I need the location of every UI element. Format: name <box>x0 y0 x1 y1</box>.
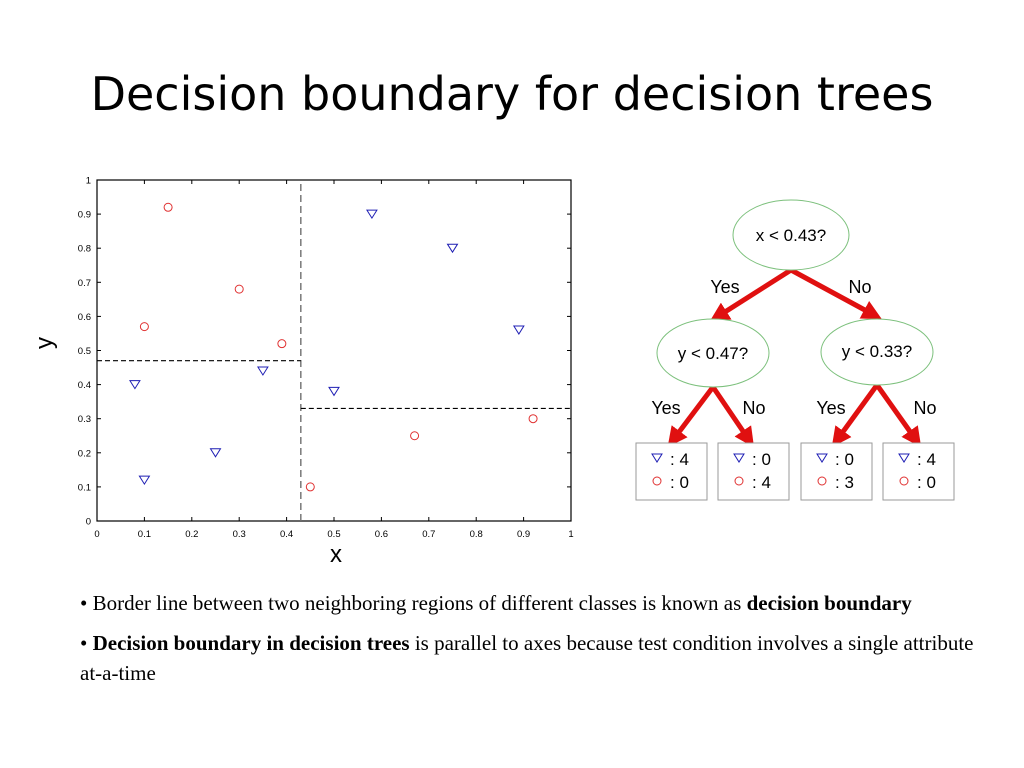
leaf-box <box>717 442 790 501</box>
y-tick-label: 0.6 <box>78 312 91 323</box>
edge-label-right-yes: Yes <box>816 398 845 418</box>
tree-edge-right-yes <box>831 383 880 448</box>
leaf-triangle-count: : 0 <box>835 450 854 469</box>
x-tick-label: 1 <box>568 529 573 540</box>
triangle-point <box>328 386 340 397</box>
triangle-point <box>446 243 459 254</box>
root-node <box>732 199 850 271</box>
x-tick-label: 0.4 <box>280 529 293 540</box>
edge-label-left-no: No <box>742 398 765 418</box>
x-tick-label: 0.3 <box>233 529 246 540</box>
bullet-2: • Decision boundary in decision trees is… <box>80 631 974 685</box>
y-tick-label: 0.2 <box>78 448 91 459</box>
y-tick-label: 1 <box>86 176 91 187</box>
decision-tree: x < 0.43? y < 0.47? y < 0.33? Yes No Yes… <box>635 199 955 501</box>
bullet-2-bold: Decision boundary in decision trees <box>92 631 410 655</box>
y-axis-label: y <box>31 337 58 349</box>
y-tick-label: 0.9 <box>78 210 91 221</box>
x-tick-label: 0.8 <box>470 529 483 540</box>
circle-point <box>410 431 420 441</box>
tree-edge-root-left <box>709 267 793 322</box>
y-tick-label: 0.1 <box>78 482 91 493</box>
bullet-1-bold: decision boundary <box>746 591 912 615</box>
x-tick-label: 0.6 <box>375 529 388 540</box>
circle-icon <box>734 476 744 486</box>
y-tick-label: 0.7 <box>78 278 91 289</box>
leaf-node-2: : 0: 4 <box>717 442 790 501</box>
bullet-2-text: is parallel to axes because test conditi… <box>80 631 974 685</box>
edge-label-root-no: No <box>848 277 871 297</box>
left-node <box>656 318 770 388</box>
triangle-point <box>209 448 222 458</box>
leaf-node-1: : 4: 0 <box>635 442 708 501</box>
y-tick-label: 0.5 <box>78 346 91 357</box>
tree-edge-left-no <box>710 385 755 448</box>
edge-label-root-yes: Yes <box>710 277 739 297</box>
root-node-label: x < 0.43? <box>756 226 826 245</box>
y-tick-label: 0.8 <box>78 244 91 255</box>
x-axis-label: x <box>330 541 342 568</box>
leaf-circle-count: : 4 <box>752 473 771 492</box>
tree-edge-right-no <box>874 383 922 448</box>
leaf-box <box>800 442 873 501</box>
x-tick-label: 0 <box>94 529 99 540</box>
circle-point <box>234 284 244 294</box>
right-node-label: y < 0.33? <box>842 342 912 361</box>
triangle-point <box>129 380 141 390</box>
y-tick-label: 0.3 <box>78 414 91 425</box>
tree-edge-root-right <box>789 267 882 320</box>
y-tick-label: 0 <box>86 517 91 528</box>
leaf-box <box>882 442 955 501</box>
edge-label-left-yes: Yes <box>651 398 680 418</box>
scatter-plot: 0 0.1 0.2 0.3 0.4 0.5 0.6 0.7 0.8 0.9 1 0 0.1 0.2 0.3 0… <box>31 176 574 569</box>
leaf-circle-count: : 0 <box>917 473 936 492</box>
circle-icon <box>899 476 909 486</box>
circle-icon <box>652 476 662 486</box>
leaf-box <box>635 442 708 501</box>
triangle-point <box>256 366 269 376</box>
plot-area <box>96 179 572 522</box>
triangle-icon <box>651 453 663 463</box>
leaf-circle-count: : 3 <box>835 473 854 492</box>
right-node <box>820 318 934 386</box>
tree-edge-left-yes <box>667 385 715 448</box>
leaf-circle-count: : 0 <box>670 473 689 492</box>
triangle-icon <box>816 453 828 463</box>
x-tick-label: 0.7 <box>422 529 435 540</box>
leaf-triangle-count: : 4 <box>670 450 689 469</box>
edge-label-right-no: No <box>913 398 936 418</box>
circle-point <box>163 202 173 212</box>
x-tick-label: 0.5 <box>327 529 340 540</box>
triangle-point <box>138 475 151 486</box>
triangle-icon <box>898 453 910 463</box>
circle-icon <box>817 476 827 486</box>
triangle-icon <box>733 453 745 463</box>
circle-point <box>139 322 149 332</box>
left-node-label: y < 0.47? <box>678 344 748 363</box>
bullet-list: • Border line between two neighboring re… <box>80 588 990 698</box>
leaf-triangle-count: : 4 <box>917 450 936 469</box>
triangle-point <box>512 325 525 335</box>
leaf-node-4: : 4: 0 <box>882 442 955 501</box>
y-tick-label: 0.4 <box>78 380 91 391</box>
circle-point <box>277 339 287 349</box>
bullet-1: • Border line between two neighboring re… <box>80 588 990 618</box>
circle-point <box>528 414 538 424</box>
leaf-triangle-count: : 0 <box>752 450 771 469</box>
circle-point <box>305 482 315 492</box>
bullet-1-text: • Border line between two neighboring re… <box>80 591 747 615</box>
leaf-node-3: : 0: 3 <box>800 442 873 501</box>
x-tick-label: 0.9 <box>517 529 530 540</box>
slide-title: Decision boundary for decision trees <box>90 67 934 121</box>
x-tick-label: 0.1 <box>138 529 151 540</box>
x-tick-label: 0.2 <box>185 529 198 540</box>
triangle-point <box>366 209 378 220</box>
